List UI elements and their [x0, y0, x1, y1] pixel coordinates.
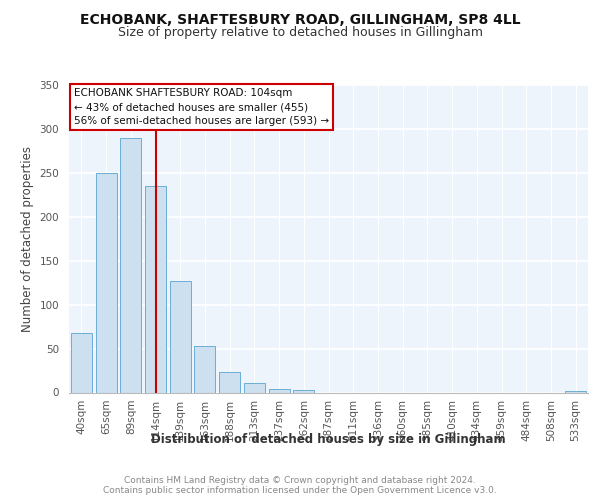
Bar	[219, 372, 240, 392]
Text: Contains HM Land Registry data © Crown copyright and database right 2024.: Contains HM Land Registry data © Crown c…	[124, 476, 476, 485]
Bar	[145, 186, 166, 392]
Bar	[194, 346, 215, 393]
Bar	[71, 333, 92, 392]
Bar	[120, 138, 141, 392]
Text: ECHOBANK, SHAFTESBURY ROAD, GILLINGHAM, SP8 4LL: ECHOBANK, SHAFTESBURY ROAD, GILLINGHAM, …	[80, 12, 520, 26]
Text: Size of property relative to detached houses in Gillingham: Size of property relative to detached ho…	[118, 26, 482, 39]
Text: Distribution of detached houses by size in Gillingham: Distribution of detached houses by size …	[151, 432, 506, 446]
Y-axis label: Number of detached properties: Number of detached properties	[21, 146, 34, 332]
Bar	[293, 390, 314, 392]
Text: ECHOBANK SHAFTESBURY ROAD: 104sqm
← 43% of detached houses are smaller (455)
56%: ECHOBANK SHAFTESBURY ROAD: 104sqm ← 43% …	[74, 88, 329, 126]
Bar	[170, 281, 191, 392]
Bar	[565, 390, 586, 392]
Bar	[244, 383, 265, 392]
Bar	[95, 173, 116, 392]
Text: Contains public sector information licensed under the Open Government Licence v3: Contains public sector information licen…	[103, 486, 497, 495]
Bar	[269, 389, 290, 392]
